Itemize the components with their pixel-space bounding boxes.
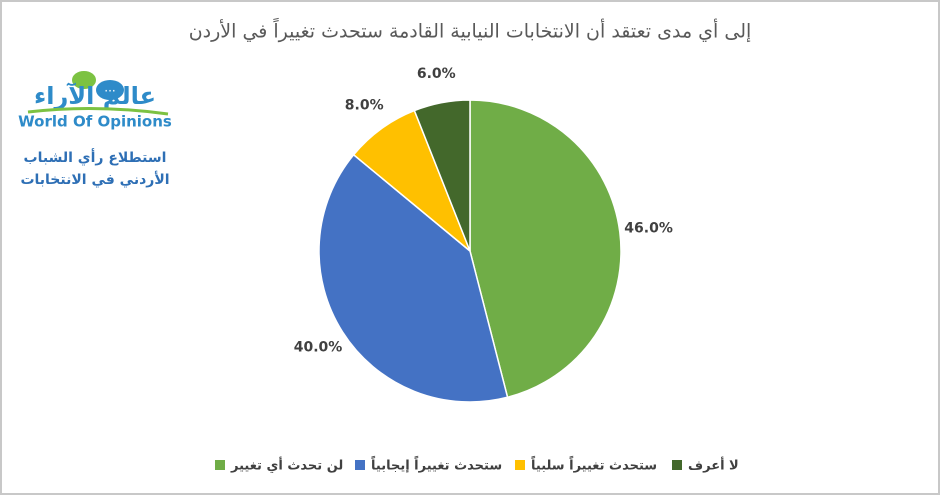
pie-slice bbox=[413, 99, 471, 252]
logo-swoosh bbox=[27, 106, 169, 116]
bubble-dots: ... bbox=[104, 81, 115, 95]
bubble bbox=[96, 80, 124, 100]
logo-english: World Of Opinions bbox=[18, 113, 172, 131]
logo-arabic: عالم الآراء bbox=[34, 82, 156, 110]
data-label: 6.0% bbox=[417, 66, 456, 82]
logo: ... عالم الآراء World Of Opinions استطلا… bbox=[18, 71, 172, 188]
data-label: 46.0% bbox=[624, 220, 673, 236]
bubble bbox=[72, 71, 96, 89]
data-label: 40.0% bbox=[294, 339, 343, 355]
legend-label: لا أعرف bbox=[688, 457, 739, 474]
data-label: 8.0% bbox=[345, 97, 384, 113]
legend-swatch bbox=[515, 460, 525, 470]
logo-caption: استطلاع رأي الشباب bbox=[24, 148, 167, 167]
legend-label: ستحدث تغييراً سلبياً bbox=[531, 456, 657, 474]
legend-swatch bbox=[215, 460, 225, 470]
legend-label: لن تحدث أي تغيير bbox=[230, 457, 343, 474]
legend-swatch bbox=[355, 460, 365, 470]
pie-slice bbox=[318, 153, 509, 403]
logo-caption: الأردني في الانتخابات bbox=[20, 171, 169, 188]
pie-slice bbox=[469, 99, 622, 399]
legend-swatch bbox=[672, 460, 682, 470]
chart-title: إلى أي مدى تعتقد أن الانتخابات النيابية … bbox=[189, 17, 752, 43]
legend-label: ستحدث تغييراً إيجابياً bbox=[371, 456, 502, 474]
